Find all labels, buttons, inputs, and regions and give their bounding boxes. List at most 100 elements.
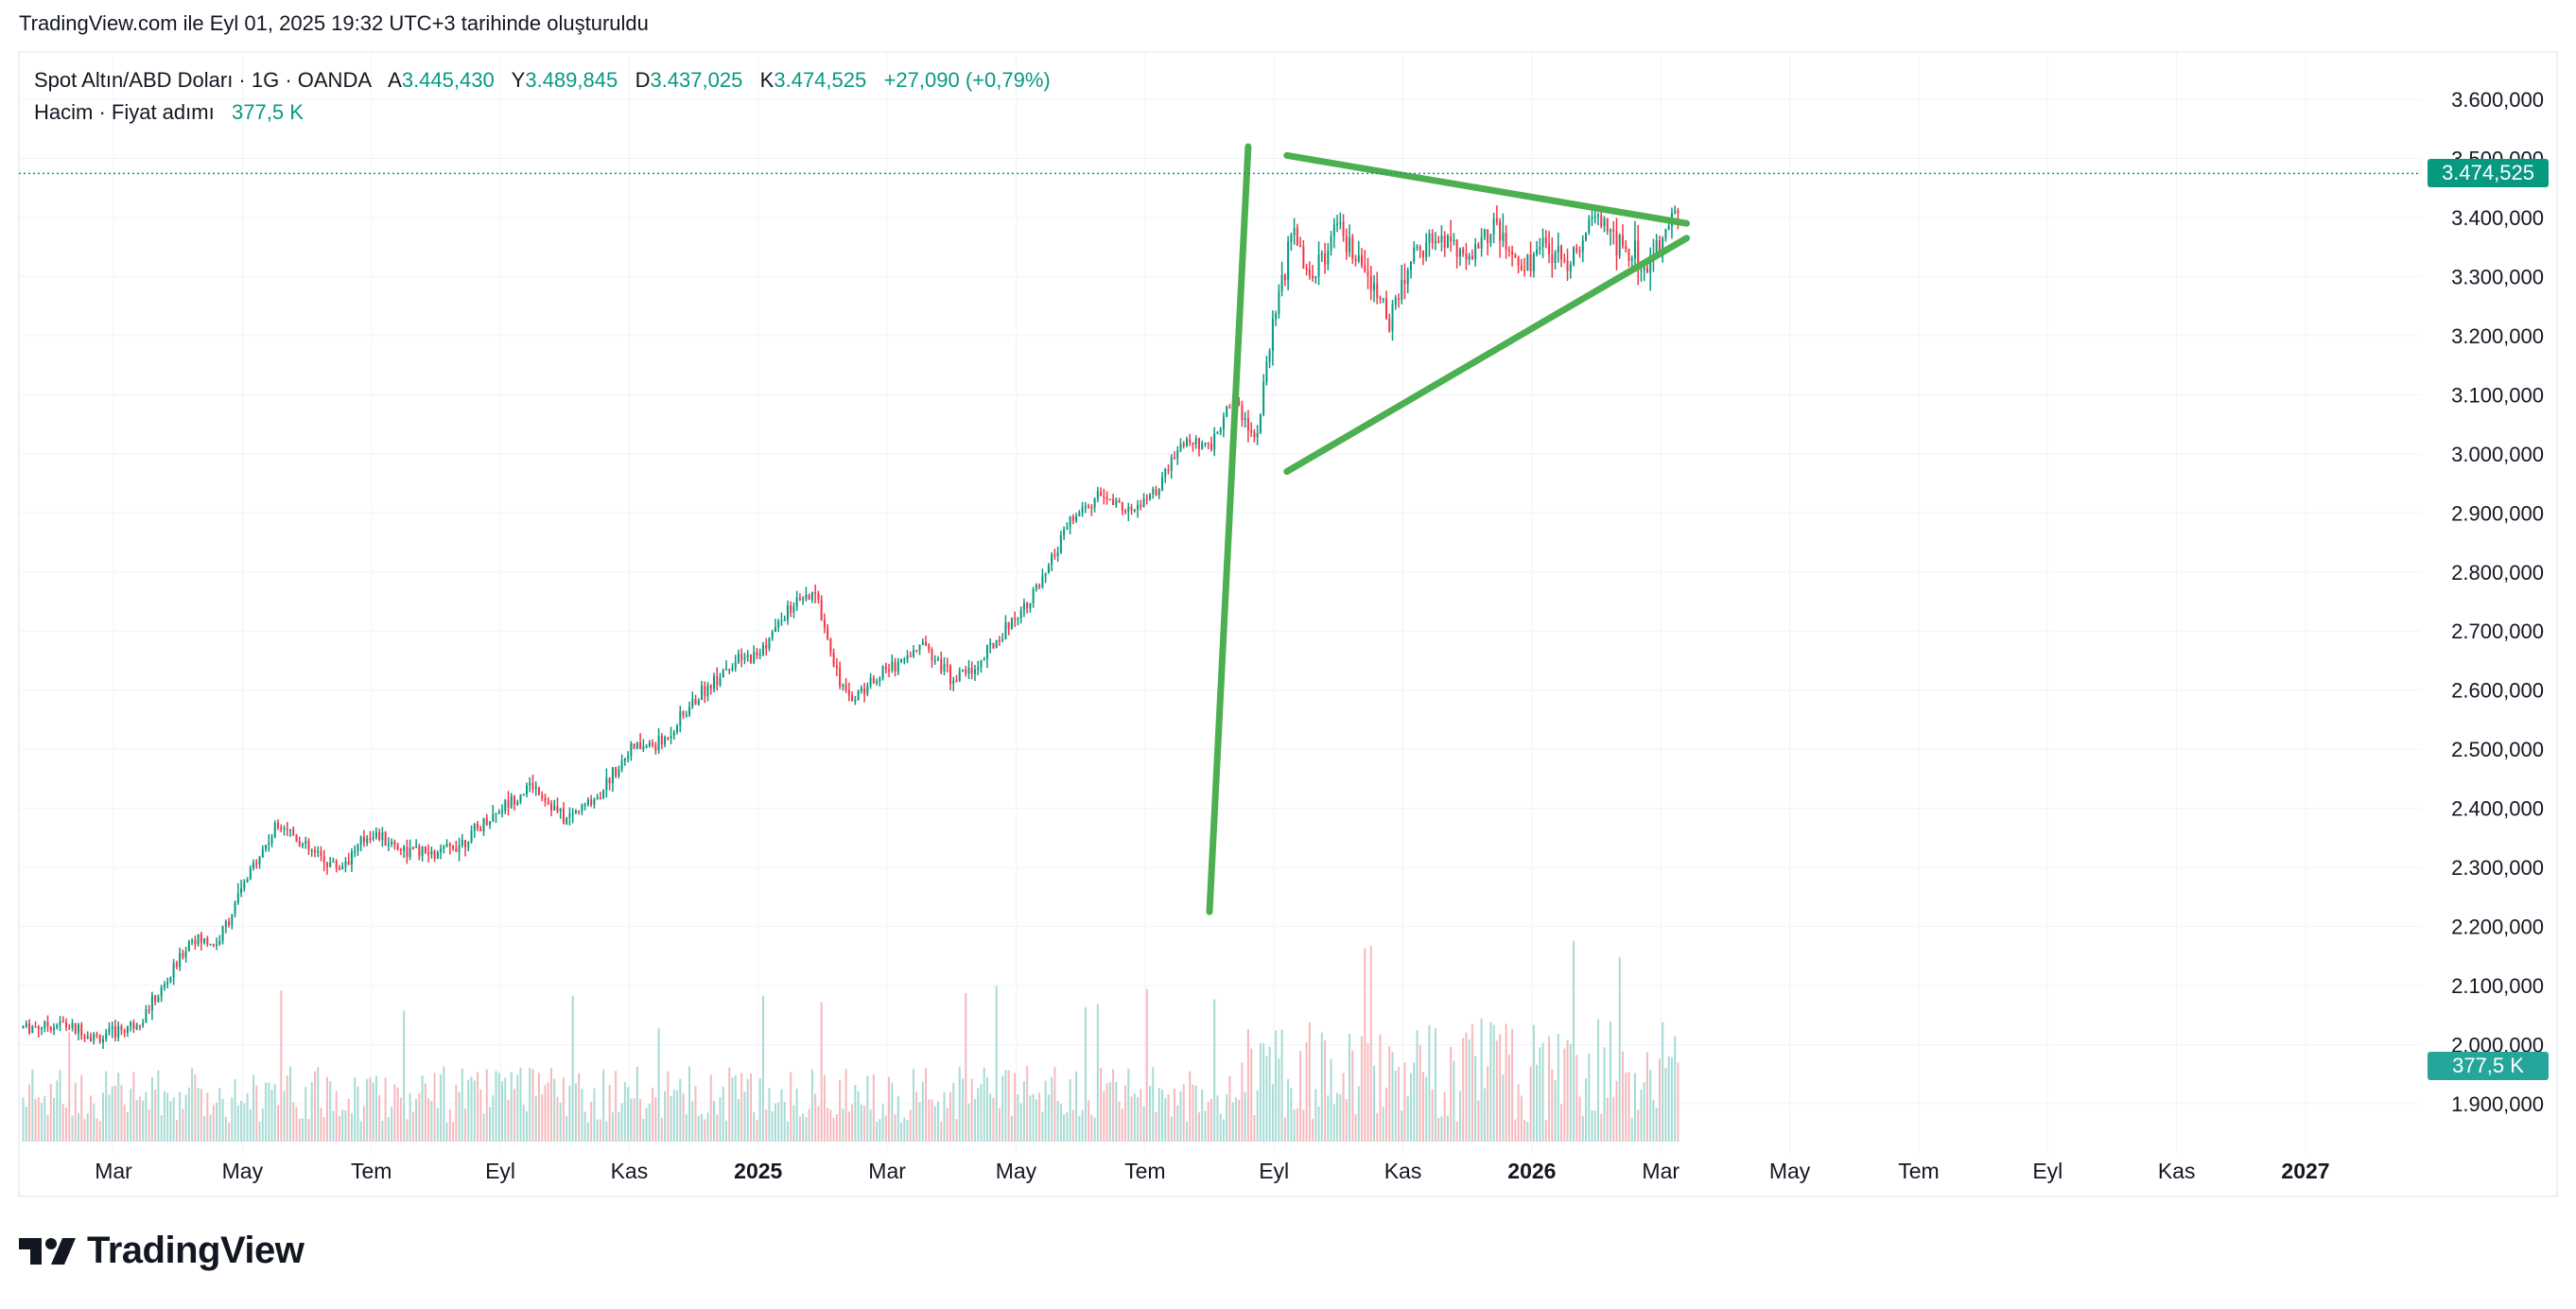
upper-trendline[interactable]	[1283, 151, 1691, 227]
volume-bar	[1541, 1042, 1544, 1142]
candle-body	[184, 951, 187, 958]
candle-body	[1336, 223, 1339, 225]
candle-body	[182, 952, 184, 958]
volume-bar	[283, 1091, 286, 1142]
candle-body	[218, 940, 221, 945]
candle-body	[317, 850, 320, 853]
volume-bar	[1495, 1040, 1498, 1142]
candle-body	[701, 685, 704, 701]
volume-bar	[1179, 1091, 1182, 1142]
volume-bar	[1369, 946, 1372, 1142]
candle-body	[1100, 491, 1103, 497]
volume-bar	[258, 1122, 261, 1142]
candle-body	[1600, 215, 1603, 227]
candle-body	[1112, 498, 1115, 506]
volume-bar	[1241, 1062, 1244, 1142]
candle-body	[1268, 350, 1271, 362]
candle-body	[810, 592, 813, 600]
candle-body	[350, 851, 353, 865]
volume-bar	[1593, 1110, 1596, 1142]
change-value: +27,090 (+0,79%)	[883, 68, 1051, 92]
volume-bar	[1262, 1043, 1265, 1142]
candle-body	[396, 845, 399, 849]
volume-bar	[301, 1118, 304, 1142]
volume-bar	[74, 1082, 77, 1142]
candle-body	[734, 661, 737, 669]
candle-body	[197, 934, 200, 945]
volume-bar	[1182, 1084, 1185, 1142]
y-tick-label: 2.800,000	[2451, 561, 2544, 585]
volume-bar	[522, 1105, 525, 1142]
candle-body	[851, 695, 854, 702]
volume-bar	[1523, 1120, 1526, 1142]
volume-bar	[1434, 1028, 1436, 1142]
volume-bar	[1514, 1119, 1517, 1142]
volume-bar	[440, 1073, 443, 1142]
candle-body	[1391, 305, 1394, 331]
volume-bar	[108, 1094, 111, 1142]
legend-ohlc-row: Spot Altın/ABD Doları · 1G · OANDA A3.44…	[34, 64, 1051, 96]
chart-border	[18, 51, 2558, 1197]
tradingview-logo[interactable]: TradingView	[19, 1230, 305, 1272]
candle-body	[1210, 444, 1212, 450]
symbol-label[interactable]: Spot Altın/ABD Doları · 1G · OANDA	[34, 68, 373, 92]
candle-body	[1280, 274, 1283, 292]
volume-bar	[1314, 1089, 1317, 1142]
candle-body	[839, 668, 842, 687]
volume-bar	[998, 1108, 1001, 1142]
volume-bar	[504, 1077, 507, 1142]
volume-bar	[1492, 1024, 1495, 1142]
lower-trendline[interactable]	[1283, 235, 1691, 476]
candle-body	[1379, 297, 1382, 299]
volume-bar	[992, 1097, 995, 1142]
candle-body	[578, 811, 581, 812]
candle-body	[430, 850, 433, 855]
candle-body	[961, 669, 964, 672]
volume-bar	[1014, 1073, 1017, 1142]
price-axis[interactable]: 1.900,0002.000,0002.100,0002.200,0002.30…	[2451, 88, 2544, 1116]
volume-bar	[61, 1104, 64, 1142]
candle-body	[120, 1025, 123, 1031]
time-axis[interactable]: Mar May Tem Eyl Kas 2025 Mar May Tem Eyl Kas 2026 Ma…	[95, 1159, 2329, 1183]
pennant-drawings[interactable]	[1206, 143, 1691, 916]
volume-bar	[863, 1105, 866, 1142]
volume-label[interactable]: Hacim · Fiyat adımı	[34, 100, 215, 124]
chart-caption: TradingView.com ile Eyl 01, 2025 19:32 U…	[19, 11, 649, 35]
candle-body	[1197, 438, 1200, 449]
volume-bar	[154, 1089, 157, 1142]
candle-body	[1627, 249, 1630, 261]
candle-body	[1606, 218, 1609, 232]
pole-line[interactable]	[1206, 143, 1252, 916]
volume-bar	[1293, 1108, 1296, 1142]
candle-body	[1069, 516, 1071, 528]
volume-bar	[645, 1108, 648, 1142]
volume-bar	[209, 1114, 212, 1142]
candle-body	[1373, 283, 1376, 290]
volume-bar	[280, 990, 283, 1142]
candle-body	[1053, 554, 1056, 557]
candle-body	[1145, 498, 1148, 500]
candle-body	[581, 804, 583, 812]
candle-body	[615, 767, 618, 777]
candle-body	[1468, 255, 1471, 259]
candle-body	[1152, 489, 1155, 495]
candle-body	[529, 782, 531, 786]
candle-body	[150, 995, 153, 1011]
volume-bar	[1366, 1043, 1369, 1142]
volume-bar	[682, 1092, 685, 1142]
x-tick-label: Mar	[1642, 1159, 1680, 1183]
volume-bar	[261, 1108, 264, 1142]
volume-bar	[216, 1102, 218, 1142]
candle-body	[1019, 609, 1022, 619]
volume-bar	[1185, 1121, 1188, 1142]
volume-bar	[44, 1095, 46, 1142]
candle-body	[421, 846, 424, 857]
candle-body	[295, 834, 298, 842]
x-tick-label: May	[1769, 1159, 1811, 1183]
volume-bar	[918, 1102, 921, 1142]
candle-body	[332, 861, 335, 864]
candle-body	[105, 1032, 108, 1039]
volume-bar	[1017, 1093, 1019, 1142]
candle-body	[357, 845, 359, 852]
